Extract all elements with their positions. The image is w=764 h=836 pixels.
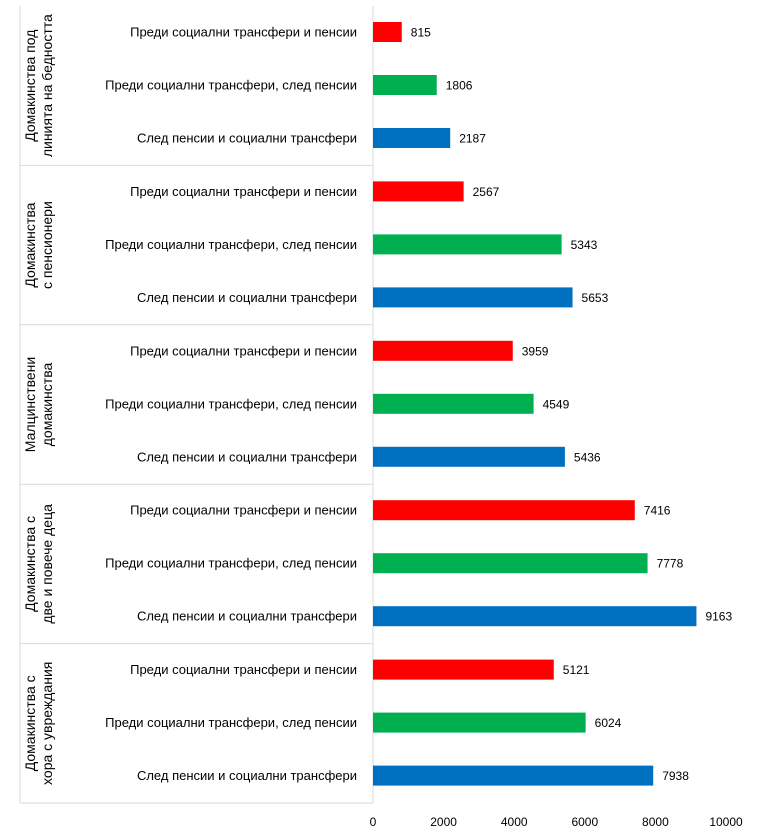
data-label: 7778 (657, 557, 684, 571)
bar (373, 75, 437, 95)
data-label: 5121 (563, 663, 590, 677)
bar (373, 606, 697, 627)
bar (373, 500, 635, 521)
category-label: След пенсии и социални трансфери (137, 768, 357, 783)
bar (373, 287, 573, 308)
category-label: Преди социални трансфери и пенсии (130, 25, 357, 40)
group-label: Малцинственидомакинства (22, 357, 55, 452)
category-label: Преди социални трансфери, след пенсии (105, 715, 357, 730)
category-label: След пенсии и социални трансфери (137, 131, 357, 146)
category-label: Преди социални трансфери и пенсии (130, 662, 357, 677)
bar (373, 22, 402, 42)
data-label: 5436 (574, 450, 601, 464)
bar (373, 234, 562, 255)
group-label: Домакинства сдве и повече деца (22, 504, 55, 624)
x-tick-label: 4000 (501, 815, 528, 829)
category-label: Преди социални трансфери, след пенсии (105, 237, 357, 252)
category-label: След пенсии и социални трансфери (137, 290, 357, 305)
x-tick-label: 2000 (430, 815, 457, 829)
category-label: Преди социални трансфери, след пенсии (105, 556, 357, 571)
x-tick-label: 10000 (709, 815, 743, 829)
data-label: 6024 (595, 716, 622, 730)
group-label: Домакинства схора с увреждания (22, 662, 55, 785)
data-label: 1806 (446, 79, 473, 93)
category-label: Преди социални трансфери и пенсии (130, 503, 357, 518)
bar (373, 181, 464, 202)
category-label: Преди социални трансфери, след пенсии (105, 78, 357, 93)
bar (373, 340, 513, 361)
category-label: След пенсии и социални трансфери (137, 449, 357, 464)
data-label: 2187 (459, 132, 486, 146)
data-label: 7416 (644, 504, 671, 518)
bar (373, 712, 586, 733)
bar (373, 128, 451, 148)
category-label: Преди социални трансфери и пенсии (130, 343, 357, 358)
bar (373, 765, 654, 786)
data-label: 9163 (705, 610, 732, 624)
data-label: 5343 (571, 238, 598, 252)
bar (373, 393, 534, 414)
x-tick-label: 0 (370, 815, 377, 829)
data-label: 2567 (473, 185, 500, 199)
category-label: Преди социални трансфери, след пенсии (105, 396, 357, 411)
data-label: 7938 (662, 769, 689, 783)
group-label: Домакинства подлинията на бедността (22, 14, 55, 157)
group-label: Домакинствас пенсионери (22, 201, 55, 289)
x-tick-label: 8000 (642, 815, 669, 829)
data-label: 3959 (522, 344, 549, 358)
bar (373, 659, 554, 680)
bar (373, 553, 648, 574)
data-label: 815 (411, 26, 431, 40)
category-label: След пенсии и социални трансфери (137, 609, 357, 624)
data-label: 4549 (543, 397, 570, 411)
bar (373, 446, 565, 467)
x-tick-label: 6000 (571, 815, 598, 829)
category-label: Преди социални трансфери и пенсии (130, 184, 357, 199)
data-label: 5653 (582, 291, 609, 305)
